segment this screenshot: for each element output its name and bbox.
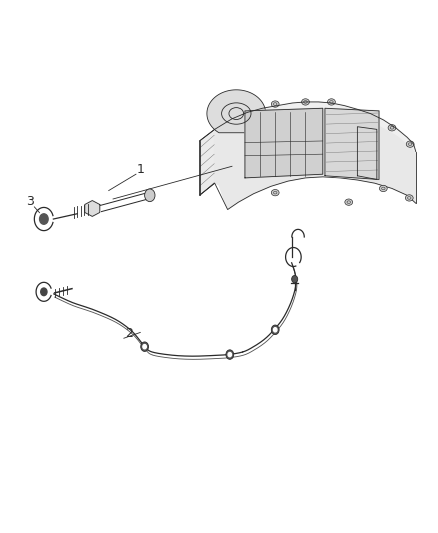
Polygon shape [325,108,379,180]
Ellipse shape [406,141,414,147]
Circle shape [41,288,47,296]
Circle shape [292,276,298,283]
Ellipse shape [388,125,396,131]
Polygon shape [36,282,51,301]
Ellipse shape [271,101,279,107]
Polygon shape [215,102,416,209]
Ellipse shape [379,185,387,191]
Circle shape [271,325,279,335]
Circle shape [145,189,155,201]
Ellipse shape [302,99,309,105]
Ellipse shape [271,190,279,196]
Circle shape [39,214,48,224]
Polygon shape [85,200,100,216]
Polygon shape [34,207,53,231]
Polygon shape [200,130,215,195]
Circle shape [228,352,232,357]
Circle shape [226,350,234,359]
Polygon shape [207,90,266,133]
Ellipse shape [406,195,413,201]
Polygon shape [245,108,323,178]
Text: 1: 1 [137,163,145,175]
Circle shape [273,328,277,332]
Circle shape [141,342,148,351]
Polygon shape [215,102,416,151]
Ellipse shape [328,99,336,105]
Text: 3: 3 [26,195,34,208]
Text: 2: 2 [125,327,133,340]
Ellipse shape [345,199,353,205]
Circle shape [143,344,146,349]
